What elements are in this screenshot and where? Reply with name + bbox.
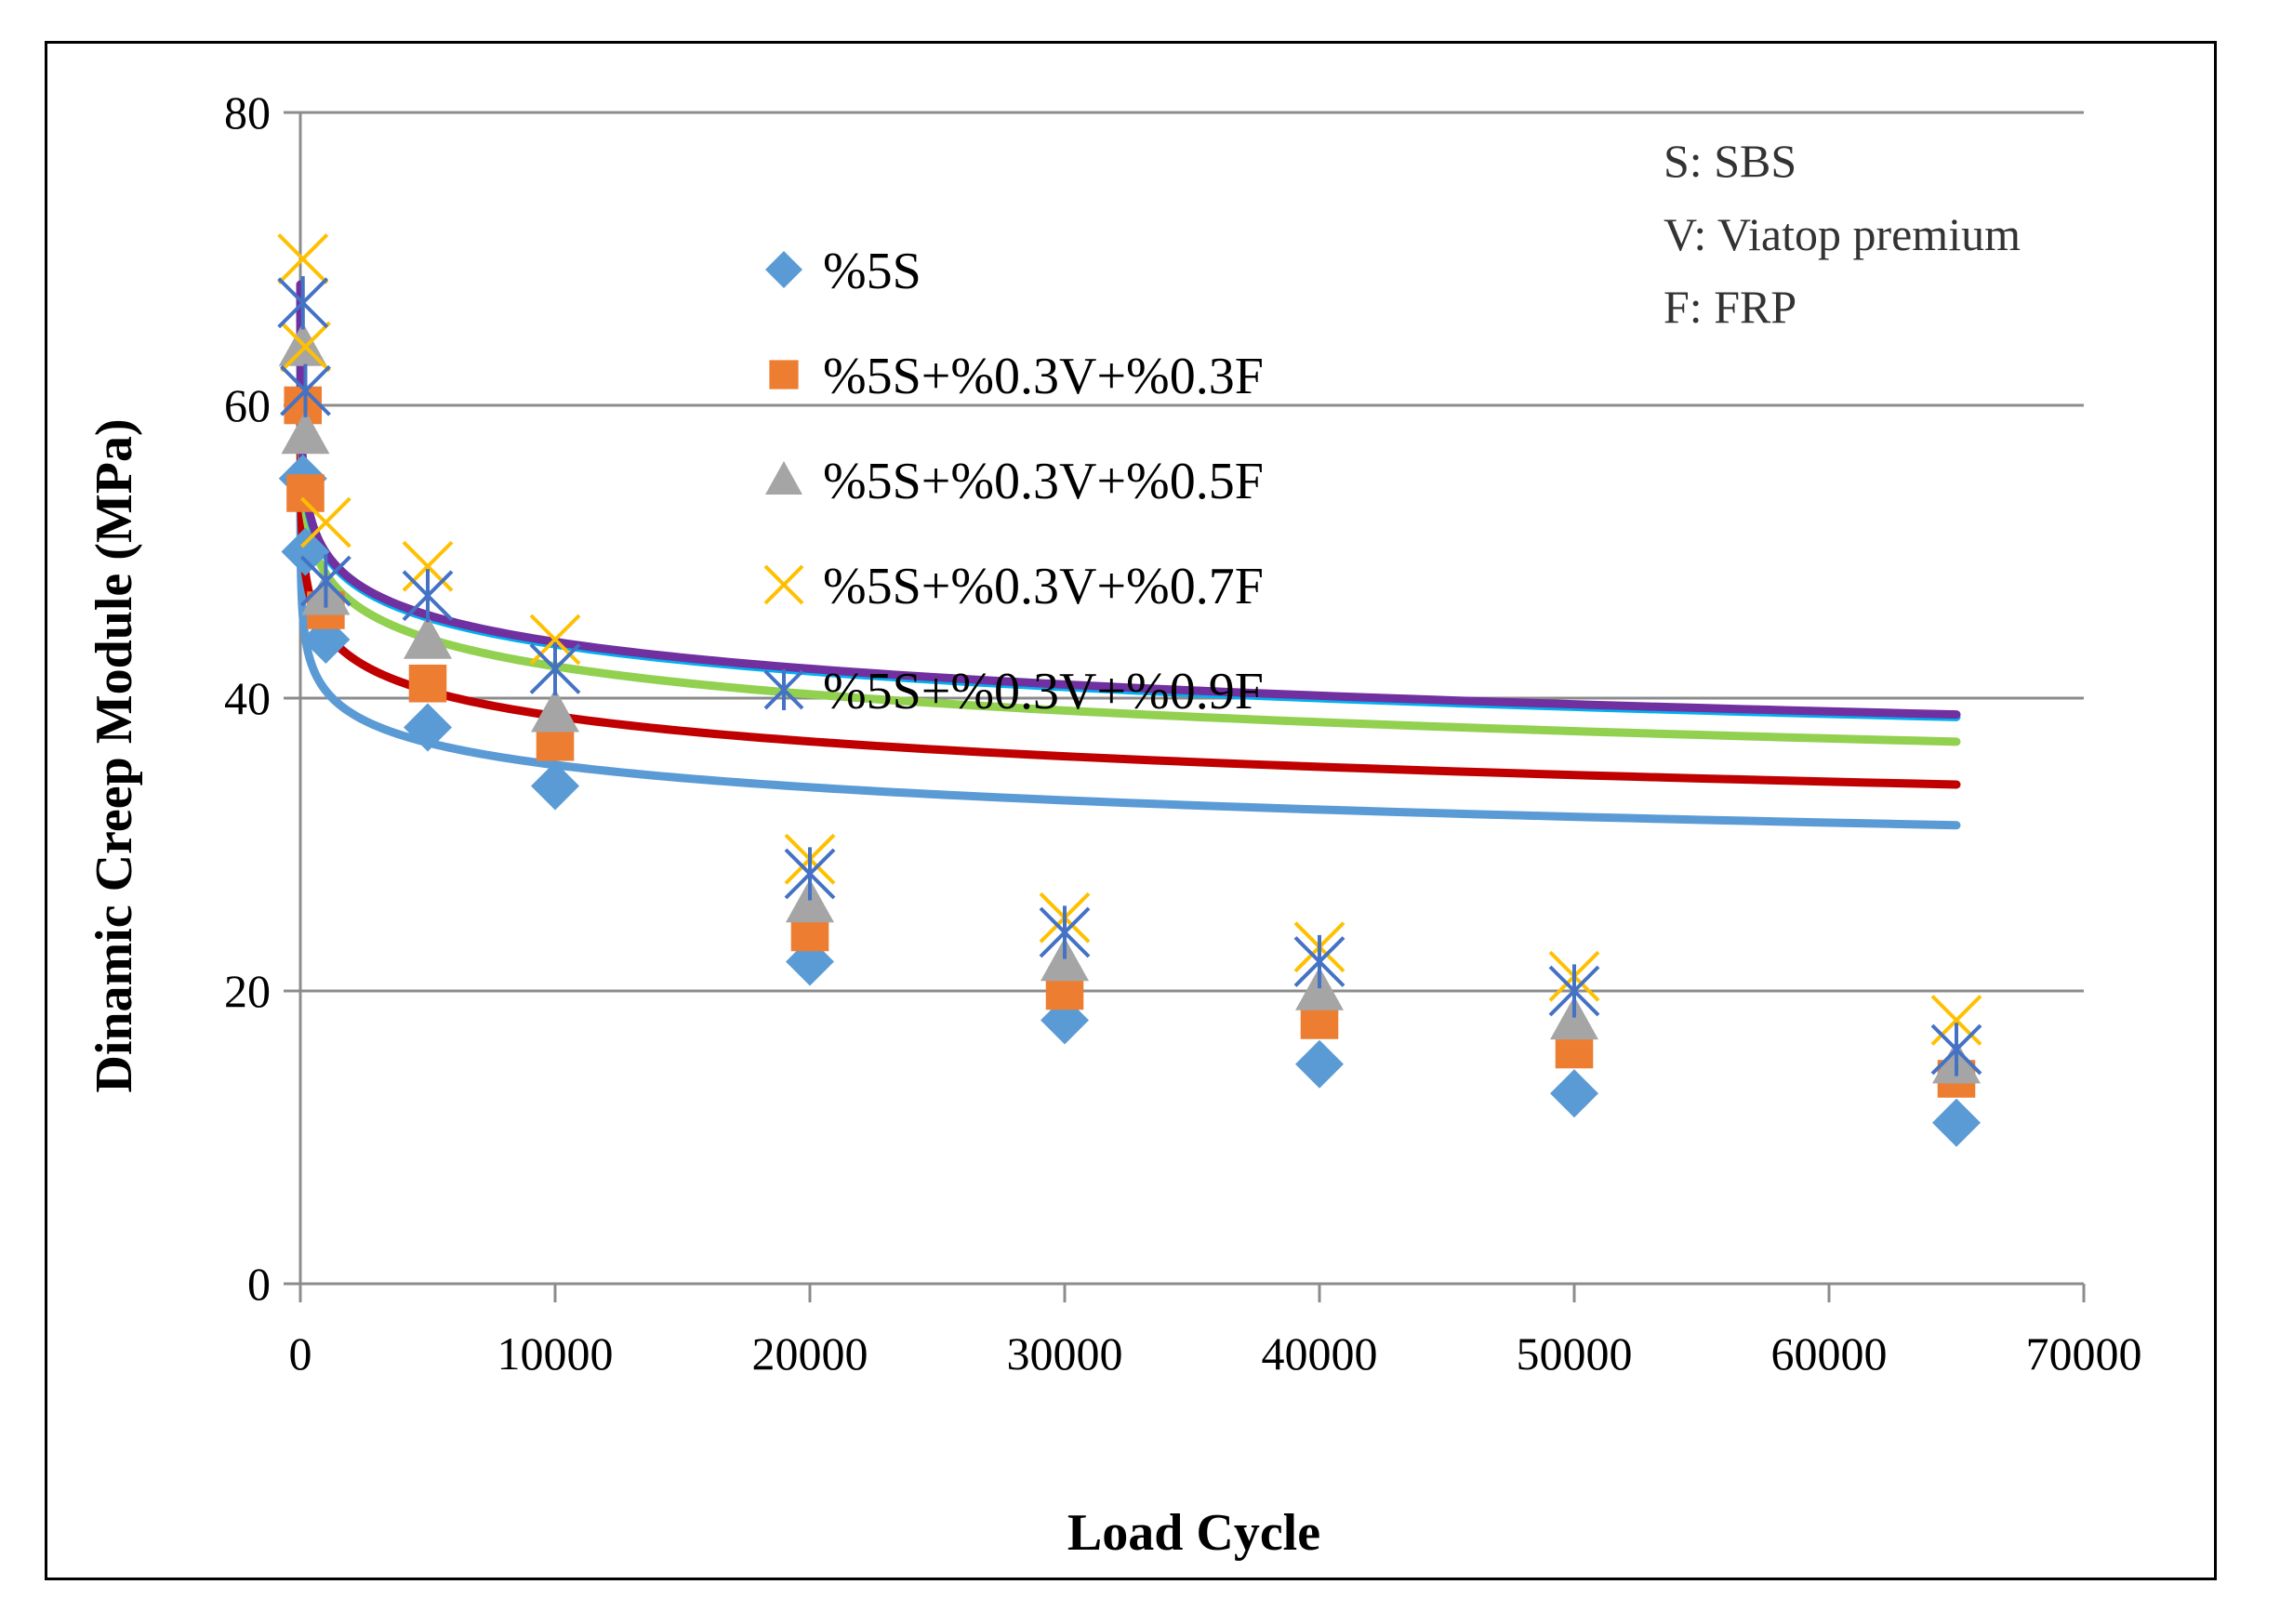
diamond-shape (404, 703, 452, 752)
triangle-shape (765, 461, 802, 495)
data-point (529, 641, 581, 696)
data-point (1930, 1023, 1982, 1076)
legend-marker (769, 360, 799, 389)
legend-label: %5S+%0.3V+%0.5F (823, 453, 1264, 510)
triangle-shape (404, 615, 452, 659)
data-point (280, 321, 331, 373)
chart: 0 20 40 60 80 0 10000 20000 30000 40000 50000 60000… (86, 86, 2142, 1562)
x-stroke-b (763, 564, 804, 605)
data-point (529, 614, 581, 666)
data-point (404, 703, 452, 752)
x-stroke-b (277, 233, 329, 284)
triangle-shape (1550, 996, 1598, 1040)
chart-frame: 0 20 40 60 80 0 10000 20000 30000 40000 50000 60000… (45, 41, 2217, 1580)
x-stroke-b (402, 540, 454, 592)
triangle-shape (531, 688, 579, 733)
data-point (531, 761, 579, 811)
notes-box: S: SBS V: Viatop premium F: FRP (1664, 135, 2021, 333)
legend-item-2: %5S+%0.3V+%0.3F (769, 348, 1264, 405)
data-point (1550, 996, 1598, 1040)
data-point (402, 569, 454, 623)
data-point (408, 664, 447, 703)
note-sbs: S: SBS (1664, 135, 1796, 187)
y-tick-label: 20 (224, 965, 271, 1017)
data-point (1041, 937, 1089, 982)
data-point (1039, 905, 1091, 959)
data-point (402, 540, 454, 592)
diamond-shape (281, 527, 330, 576)
x-tick-label: 50000 (1517, 1327, 1633, 1380)
note-frp: F: FRP (1664, 281, 1796, 333)
data-point (1550, 1069, 1598, 1118)
legend-marker (765, 251, 802, 288)
square-shape (408, 664, 447, 703)
data-point (1548, 964, 1600, 1018)
legend-item-1: %5S (765, 243, 921, 300)
triangle-shape (1295, 967, 1344, 1010)
legend-marker (763, 669, 804, 710)
legend-item-4: %5S+%0.3V+%0.7F (763, 558, 1264, 615)
data-point (1930, 995, 1982, 1046)
diamond-shape (1932, 1098, 1981, 1147)
data-markers (277, 233, 1982, 1147)
data-point (280, 363, 331, 417)
legend-marker (765, 461, 802, 495)
legend-marker (763, 564, 804, 605)
data-point (404, 615, 452, 659)
data-point (1293, 934, 1345, 989)
diamond-shape (1295, 1039, 1344, 1089)
series-5-markers (277, 276, 1982, 1076)
x-stroke-b (529, 614, 581, 666)
triangle-shape (1041, 937, 1089, 982)
triangle-shape (786, 878, 834, 923)
square-shape (286, 474, 325, 512)
legend-label: %5S+%0.3V+%0.9F (823, 663, 1264, 720)
x-tick-label: 10000 (497, 1327, 614, 1380)
data-point (1932, 1098, 1981, 1147)
data-point (281, 527, 330, 576)
data-point (784, 847, 836, 901)
square-shape (769, 360, 799, 389)
legend-label: %5S+%0.3V+%0.7F (823, 558, 1264, 615)
x-tick-label: 60000 (1771, 1327, 1888, 1380)
data-point (299, 496, 351, 548)
data-point (299, 554, 351, 608)
x-stroke-b (280, 321, 331, 373)
note-viatop: V: Viatop premium (1664, 208, 2021, 260)
y-tick-label: 40 (224, 672, 271, 724)
x-tick-label: 70000 (2026, 1327, 2142, 1380)
legend-label: %5S+%0.3V+%0.3F (823, 348, 1264, 405)
axes: 0 20 40 60 80 0 10000 20000 30000 40000 50000 60000… (224, 86, 2142, 1380)
data-point (1295, 1039, 1344, 1089)
y-tick-label: 0 (247, 1258, 271, 1310)
x-stroke-b (1930, 995, 1982, 1046)
x-tick-label: 20000 (752, 1327, 868, 1380)
x-stroke-b (299, 496, 351, 548)
diamond-shape (1550, 1069, 1598, 1118)
data-point (277, 233, 329, 284)
x-axis-title: Load Cycle (1067, 1504, 1320, 1562)
data-point (531, 688, 579, 733)
x-tick-label: 0 (289, 1327, 312, 1380)
data-point (281, 410, 330, 455)
x-tick-label: 40000 (1262, 1327, 1378, 1380)
x-tick-label: 30000 (1007, 1327, 1123, 1380)
y-axis-title: Dinamic Creep Module (MPa) (86, 418, 143, 1092)
triangle-shape (281, 410, 330, 455)
y-tick-label: 60 (224, 379, 271, 431)
data-point (786, 878, 834, 923)
legend-label: %5S (823, 243, 921, 300)
diamond-shape (765, 251, 802, 288)
data-point (277, 276, 329, 330)
legend-item-5: %5S+%0.3V+%0.9F (763, 663, 1264, 720)
y-tick-label: 80 (224, 86, 271, 139)
legend-item-3: %5S+%0.3V+%0.5F (765, 453, 1264, 510)
legend: %5S %5S+%0.3V+%0.3F %5S+%0.3V+%0.5F %5S+%0.… (763, 243, 1264, 720)
data-point (1295, 967, 1344, 1010)
diamond-shape (531, 761, 579, 811)
gridlines (300, 111, 2084, 993)
data-point (286, 474, 325, 512)
